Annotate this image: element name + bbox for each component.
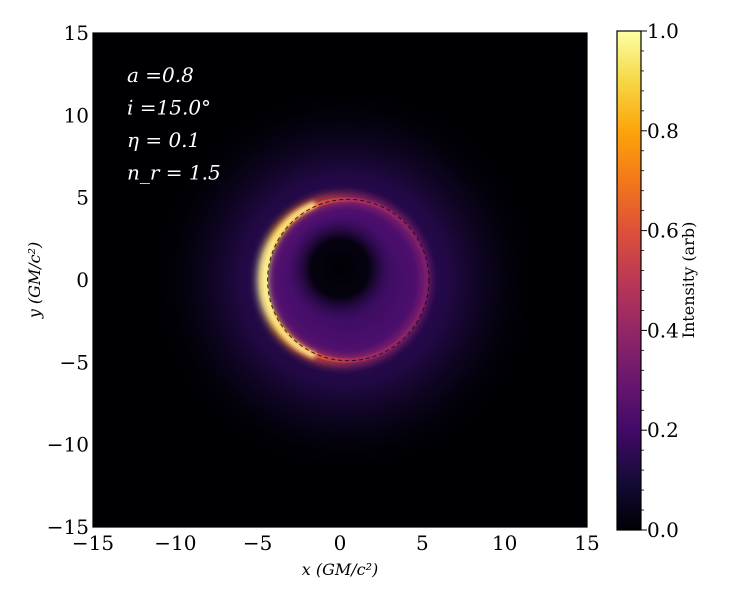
parameter-annotation: a =0.8	[127, 63, 194, 87]
y-tick-label: 15	[64, 21, 89, 45]
black-hole-shadow	[287, 215, 393, 322]
parameter-annotation: η = 0.1	[127, 128, 200, 152]
y-axis: 15 10 5 0 −5 −10 −15	[47, 21, 587, 539]
x-tick-label: 0	[334, 531, 347, 555]
y-tick-label: 10	[64, 103, 89, 127]
heatmap-image	[155, 90, 535, 470]
parameter-annotations: a =0.8 i =15.0° η = 0.1 n_r = 1.5	[127, 63, 221, 185]
parameter-annotation: n_r = 1.5	[127, 161, 221, 185]
colorbar: 1.0 0.8 0.6 0.4 0.2 0.0 Intensity (arb)	[616, 19, 698, 542]
x-axis: −15 −10 −5 0 5 10 15	[72, 33, 600, 555]
critical-curve-dashed	[267, 198, 430, 362]
y-tick-label: −10	[47, 433, 89, 457]
x-tick-label: −15	[72, 531, 114, 555]
x-tick-label: −5	[243, 531, 272, 555]
colorbar-tick-label: 0.6	[647, 219, 679, 243]
parameter-annotation: i =15.0°	[127, 96, 211, 120]
colorbar-ticks: 1.0 0.8 0.6 0.4 0.2 0.0	[641, 19, 679, 542]
colorbar-tick-label: 0.2	[647, 418, 679, 442]
y-tick-label: −5	[60, 350, 89, 374]
colorbar-gradient	[616, 30, 642, 531]
y-axis-label: y (GM/c²)	[25, 242, 44, 320]
colorbar-tick-label: 0.0	[647, 518, 679, 542]
x-tick-label: 15	[574, 531, 599, 555]
colorbar-tick-label: 1.0	[647, 19, 679, 43]
colorbar-tick-label: 0.8	[647, 119, 679, 143]
y-tick-label: 5	[76, 186, 89, 210]
x-axis-label: x (GM/c²)	[302, 560, 379, 579]
x-tick-label: −10	[154, 531, 196, 555]
y-tick-label: −15	[47, 515, 89, 539]
colorbar-tick-label: 0.4	[647, 318, 679, 342]
plot-area	[93, 33, 587, 527]
x-tick-label: 10	[492, 531, 517, 555]
bright-crescent	[260, 201, 317, 359]
y-tick-label: 0	[76, 268, 89, 292]
x-tick-label: 5	[416, 531, 429, 555]
colorbar-label: Intensity (arb)	[679, 222, 698, 339]
